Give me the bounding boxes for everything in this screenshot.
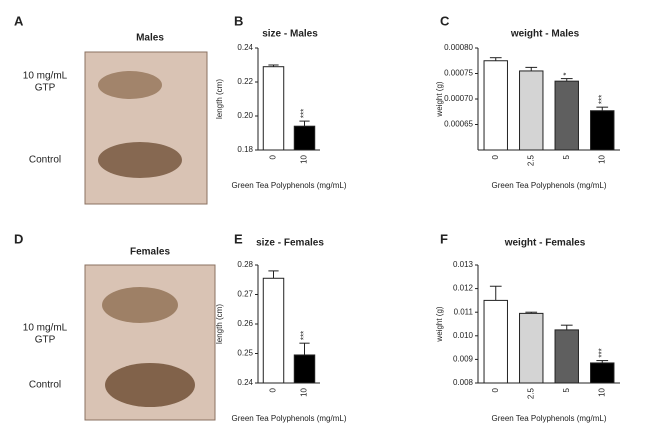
y-tick-label: 0.009: [453, 355, 474, 364]
chart-title: weight - Females: [504, 238, 586, 249]
fly: [102, 287, 178, 323]
significance: *: [562, 72, 571, 75]
x-tick-label: 10: [300, 387, 309, 396]
fly: [105, 363, 195, 407]
y-tick-label: 0.25: [237, 349, 253, 358]
label: 10 mg/mL: [23, 323, 68, 334]
x-tick-label: 0: [491, 387, 500, 392]
y-axis-title: weight (g): [435, 306, 444, 342]
y-tick-label: 0.008: [453, 378, 474, 387]
significance: ***: [597, 348, 606, 357]
y-tick-label: 0.24: [237, 378, 253, 387]
y-tick-label: 0.00070: [444, 94, 473, 103]
y-tick-label: 0.011: [454, 307, 474, 316]
bar: [519, 70, 544, 151]
significance: ***: [300, 331, 309, 340]
panel-label: A: [14, 13, 24, 28]
label: GTP: [35, 83, 56, 94]
label: Control: [29, 380, 61, 391]
panel-label: D: [14, 231, 23, 246]
x-tick-label: 5: [562, 154, 571, 159]
x-tick-label: 0: [269, 387, 278, 392]
x-tick-label: 10: [597, 154, 606, 163]
fly: [98, 142, 182, 178]
x-axis-title: Green Tea Polyphenols (mg/mL): [231, 414, 346, 423]
bar: [590, 110, 615, 151]
panel-title: Females: [130, 247, 170, 258]
x-tick-label: 2.5: [526, 154, 535, 166]
panel-label: B: [234, 13, 243, 28]
y-tick-label: 0.28: [237, 260, 253, 269]
bar: [483, 299, 508, 384]
bar: [483, 60, 508, 151]
x-axis-title: Green Tea Polyphenols (mg/mL): [491, 414, 606, 423]
significance: ***: [300, 109, 309, 118]
bar: [554, 329, 579, 384]
y-tick-label: 0.013: [453, 260, 474, 269]
y-tick-label: 0.00075: [444, 69, 473, 78]
bar: [262, 277, 285, 384]
panel-title: Males: [136, 33, 164, 44]
y-axis-title: length (cm): [215, 304, 224, 344]
chart-title: weight - Males: [510, 29, 580, 40]
bar: [519, 312, 544, 384]
label: 10 mg/mL: [23, 71, 68, 82]
bar: [293, 354, 316, 384]
y-tick-label: 0.18: [237, 145, 253, 154]
x-tick-label: 10: [597, 387, 606, 396]
y-tick-label: 0.20: [237, 111, 253, 120]
x-axis-title: Green Tea Polyphenols (mg/mL): [491, 181, 606, 190]
x-tick-label: 2.5: [526, 387, 535, 399]
x-tick-label: 0: [269, 154, 278, 159]
panel-label: C: [440, 13, 450, 28]
y-tick-label: 0.22: [237, 77, 253, 86]
y-tick-label: 0.012: [453, 284, 474, 293]
y-axis-title: weight (g): [435, 81, 444, 117]
x-tick-label: 0: [491, 154, 500, 159]
x-axis-title: Green Tea Polyphenols (mg/mL): [231, 181, 346, 190]
panel-label: E: [234, 231, 243, 246]
panel-label: F: [440, 231, 448, 246]
label: Control: [29, 155, 61, 166]
x-tick-label: 10: [300, 154, 309, 163]
y-tick-label: 0.24: [237, 43, 253, 52]
bar: [262, 66, 285, 151]
y-tick-label: 0.00080: [444, 43, 473, 52]
y-tick-label: 0.27: [237, 290, 253, 299]
y-axis-title: length (cm): [215, 79, 224, 119]
fly: [98, 71, 162, 99]
y-tick-label: 0.00065: [444, 120, 473, 129]
bar: [293, 125, 316, 151]
bar: [590, 362, 615, 384]
y-tick-label: 0.010: [453, 331, 474, 340]
y-tick-label: 0.26: [237, 319, 253, 328]
significance: ***: [597, 95, 606, 104]
label: GTP: [35, 335, 56, 346]
chart-title: size - Females: [256, 238, 324, 249]
bar: [554, 80, 579, 151]
chart-title: size - Males: [262, 29, 318, 40]
x-tick-label: 5: [562, 387, 571, 392]
